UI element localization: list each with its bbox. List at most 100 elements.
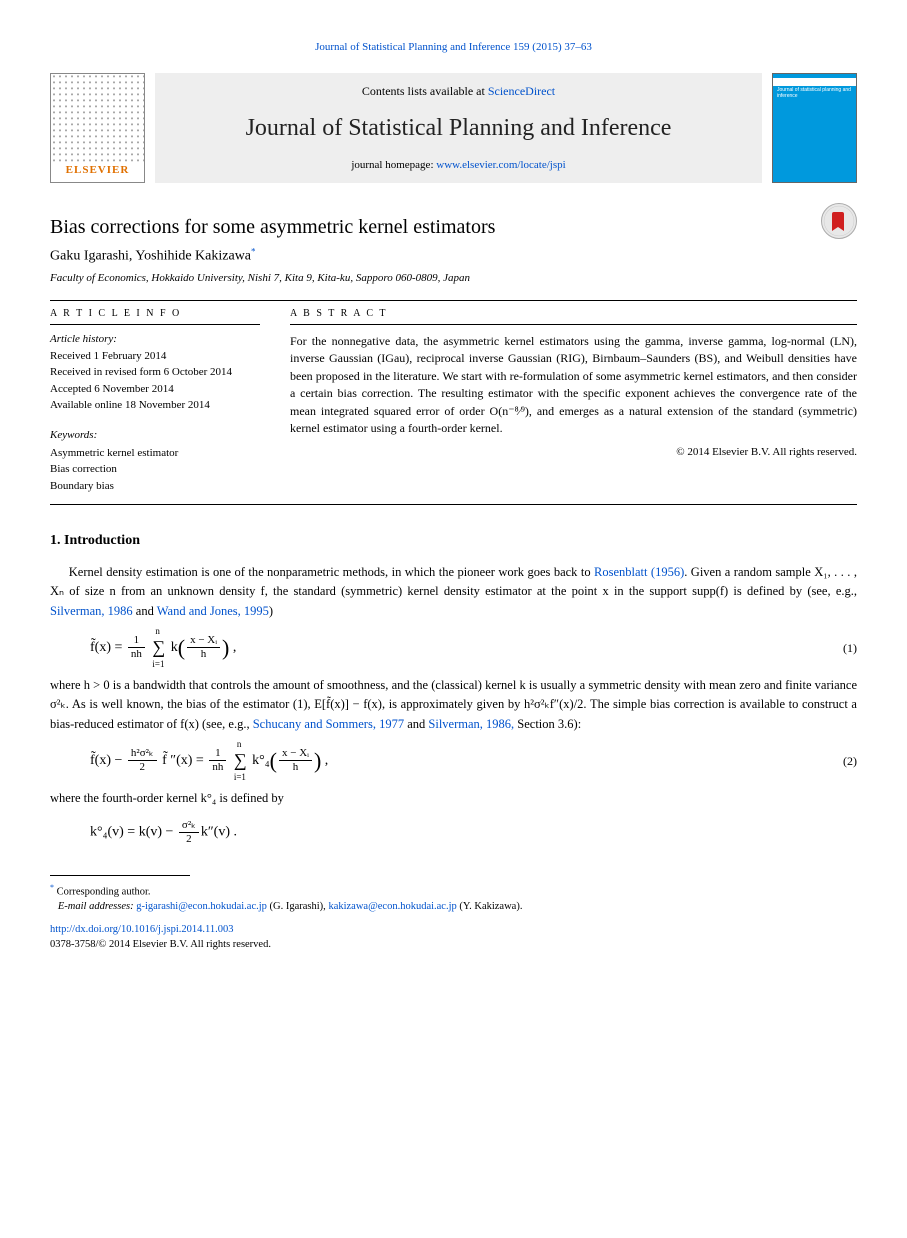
eq2-f2n: 1 — [209, 748, 226, 761]
eq1-k: k — [171, 640, 178, 655]
eq1-lhs: f̃(x) = — [90, 640, 126, 655]
affiliation: Faculty of Economics, Hokkaido Universit… — [50, 271, 857, 286]
eq3-fn: σ²ₖ — [179, 820, 199, 833]
email-2-link[interactable]: kakizawa@econ.hokudai.ac.jp — [328, 901, 456, 912]
footnote-rule — [50, 875, 190, 876]
body-text: Kernel density estimation is one of the … — [50, 563, 857, 621]
eq3-frac: σ²ₖ2 — [179, 820, 199, 845]
eq2-frac3: x − Xᵢh — [279, 748, 312, 773]
abstract-copyright: © 2014 Elsevier B.V. All rights reserved… — [290, 445, 857, 460]
p2c: Section 3.6): — [514, 717, 581, 731]
p1a: Kernel density estimation is one of the … — [69, 565, 594, 579]
history: Article history: Received 1 February 201… — [50, 331, 260, 414]
eq2-sum: n ∑ i=1 — [234, 748, 247, 773]
journal-header: ELSEVIER Contents lists available at Sci… — [50, 73, 857, 183]
paren-close-icon: ) — [222, 635, 229, 660]
para-2-wrap: where h > 0 is a bandwidth that controls… — [50, 676, 857, 734]
p1d: ) — [269, 604, 273, 618]
email-1-link[interactable]: g-igarashi@econ.hokudai.ac.jp — [136, 901, 267, 912]
sciencedirect-link[interactable]: ScienceDirect — [488, 84, 555, 98]
eq3-body: k°₄(v) = k(v) − σ²ₖ2k″(v) . — [50, 820, 857, 845]
ref-silverman2-link[interactable]: Silverman, 1986, — [428, 717, 514, 731]
ref-rosenblatt-link[interactable]: Rosenblatt (1956) — [594, 565, 684, 579]
eq1-frac1-num: 1 — [128, 635, 145, 648]
eq1-arg-n: x − Xᵢ — [187, 635, 220, 648]
kw2: Bias correction — [50, 461, 260, 478]
paren-close-icon: ) — [314, 748, 321, 773]
sum-icon: ∑ — [234, 750, 247, 770]
corresponding-label: Corresponding author. — [57, 887, 151, 898]
history-label: Article history: — [50, 331, 260, 348]
journal-ref-link[interactable]: Journal of Statistical Planning and Infe… — [315, 41, 592, 53]
eq2-body: f̃(x) − h²σ²ₖ2 f̃ ″(x) = 1nh n ∑ i=1 k°₄… — [50, 746, 843, 777]
elsevier-logo[interactable]: ELSEVIER — [50, 73, 145, 183]
available: Available online 18 November 2014 — [50, 397, 260, 414]
eq1-number: (1) — [843, 640, 857, 657]
para-3-wrap: where the fourth-order kernel k°₄ is def… — [50, 789, 857, 808]
corresponding-footnote: * Corresponding author. E-mail addresses… — [50, 882, 857, 915]
paren-open-icon: ( — [270, 748, 277, 773]
author-2: Yoshihide Kakizawa — [135, 249, 251, 264]
paren-open-icon: ( — [178, 635, 185, 660]
journal-cover-thumbnail[interactable]: Journal of statistical planning and infe… — [772, 73, 857, 183]
kw3: Boundary bias — [50, 478, 260, 495]
rule-bottom — [50, 504, 857, 505]
email-2-who: (Y. Kakizawa). — [457, 901, 523, 912]
eq3-a: k°₄(v) = k(v) − — [90, 825, 177, 840]
eq2-number: (2) — [843, 753, 857, 770]
eq1-sum: n ∑ i=1 — [152, 635, 165, 660]
contents-prefix: Contents lists available at — [362, 84, 488, 98]
contents-line: Contents lists available at ScienceDirec… — [362, 83, 555, 100]
eq1-sum-sup: n — [155, 625, 160, 638]
eq2-a: f̃(x) − — [90, 753, 126, 768]
elsevier-tree-icon — [51, 74, 144, 163]
eq1-frac1: 1nh — [128, 635, 145, 660]
cover-thumb-text: Journal of statistical planning and infe… — [777, 88, 856, 99]
rule-top — [50, 300, 857, 301]
emails-label: E-mail addresses: — [58, 901, 134, 912]
received: Received 1 February 2014 — [50, 348, 260, 365]
eq3-fd: 2 — [179, 833, 199, 845]
info-head: A R T I C L E I N F O — [50, 307, 260, 325]
doi-line: http://dx.doi.org/10.1016/j.jspi.2014.11… — [50, 923, 857, 938]
homepage-line: journal homepage: www.elsevier.com/locat… — [351, 158, 565, 173]
eq2-sum-sub: i=1 — [234, 771, 246, 784]
para-2: where h > 0 is a bandwidth that controls… — [50, 676, 857, 734]
article-header: Bias corrections for some asymmetric ker… — [50, 213, 857, 286]
equation-1: f̃(x) = 1nh n ∑ i=1 k(x − Xᵢh) , (1) — [50, 633, 857, 664]
abstract: A B S T R A C T For the nonnegative data… — [290, 307, 857, 494]
eq2-frac1: h²σ²ₖ2 — [128, 748, 157, 773]
eq2-k: k°₄ — [252, 753, 269, 768]
sum-icon: ∑ — [152, 637, 165, 657]
accepted: Accepted 6 November 2014 — [50, 381, 260, 398]
eq2-arg-n: x − Xᵢ — [279, 748, 312, 761]
doi-link[interactable]: http://dx.doi.org/10.1016/j.jspi.2014.11… — [50, 924, 233, 935]
kw1: Asymmetric kernel estimator — [50, 445, 260, 462]
author-1: Gaku Igarashi — [50, 249, 129, 264]
corresponding-star-icon: * — [251, 246, 256, 256]
eq1-frac1-den: nh — [128, 648, 145, 660]
ref-schucany-sommers-link[interactable]: Schucany and Sommers, 1977 — [253, 717, 404, 731]
abstract-text: For the nonnegative data, the asymmetric… — [290, 333, 857, 437]
eq1-arg-d: h — [187, 648, 220, 660]
footer-copyright: 0378-3758/© 2014 Elsevier B.V. All right… — [50, 938, 857, 953]
para-1: Kernel density estimation is one of the … — [50, 563, 857, 621]
keywords: Asymmetric kernel estimator Bias correct… — [50, 445, 260, 495]
keywords-label: Keywords: — [50, 428, 260, 443]
ref-wand-jones-link[interactable]: Wand and Jones, 1995 — [157, 604, 269, 618]
eq2-f2d: nh — [209, 761, 226, 773]
eq2-frac2: 1nh — [209, 748, 226, 773]
authors: Gaku Igarashi, Yoshihide Kakizawa* — [50, 245, 857, 266]
equation-3: k°₄(v) = k(v) − σ²ₖ2k″(v) . — [50, 820, 857, 845]
homepage-link[interactable]: www.elsevier.com/locate/jspi — [436, 159, 565, 171]
eq1-body: f̃(x) = 1nh n ∑ i=1 k(x − Xᵢh) , — [50, 633, 843, 664]
p1c: and — [133, 604, 157, 618]
ref-silverman-link[interactable]: Silverman, 1986 — [50, 604, 133, 618]
article-info: A R T I C L E I N F O Article history: R… — [50, 307, 260, 494]
elsevier-label: ELSEVIER — [66, 163, 130, 178]
journal-title: Journal of Statistical Planning and Infe… — [246, 112, 672, 146]
para-3: where the fourth-order kernel k°₄ is def… — [50, 789, 857, 808]
journal-reference: Journal of Statistical Planning and Infe… — [50, 40, 857, 55]
footnote-star-icon: * — [50, 883, 54, 892]
corresponding-mark-link[interactable]: * — [251, 249, 256, 264]
